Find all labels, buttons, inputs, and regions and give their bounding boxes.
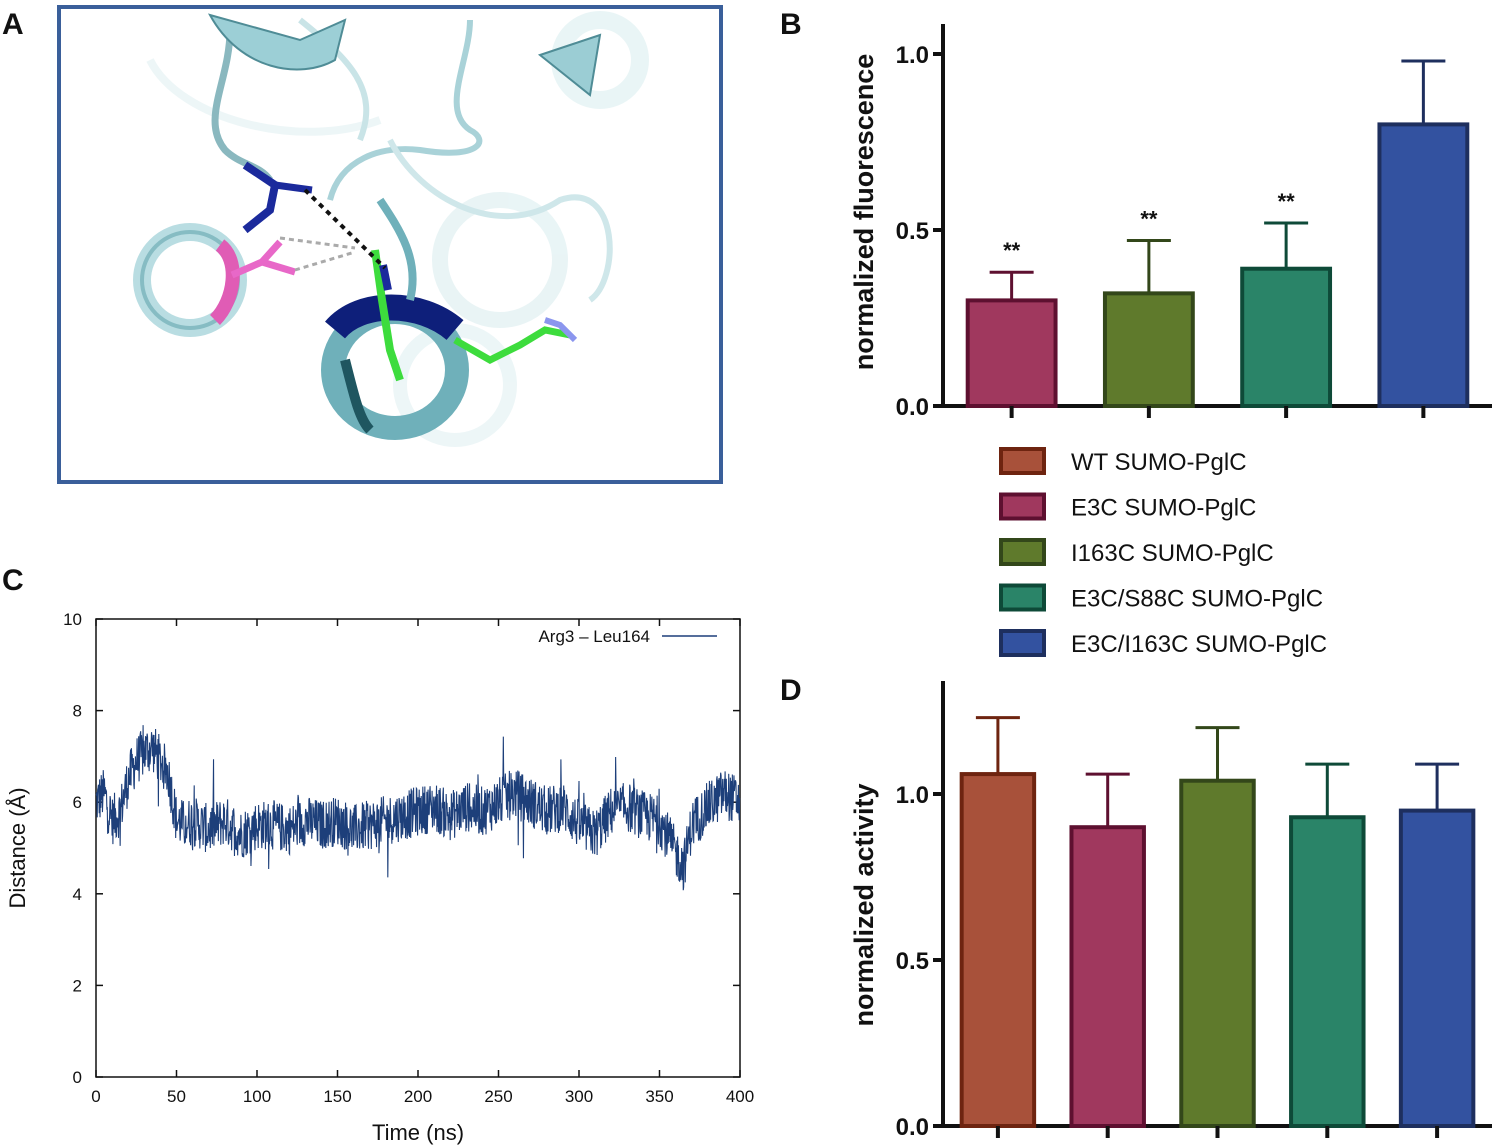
y-tick-label: 4 [73,885,82,904]
legend-swatch [999,583,1046,612]
y-tick-label: 10 [63,610,82,629]
x-tick-label: 150 [323,1087,351,1106]
panel-label-c: C [2,564,24,597]
x-tick-label: 350 [645,1087,673,1106]
y-tick-label: 0.5 [896,218,929,245]
bar-5 [1398,808,1476,1128]
y-tick-label: 0.5 [896,948,929,975]
y-tick-label: 1.0 [896,42,929,69]
loop-2 [327,19,483,201]
green-residue [371,249,404,382]
y-tick-label: 0.0 [896,1114,929,1141]
legend-label: I163C SUMO-PglC [1071,540,1274,567]
significance-label: ** [1278,189,1296,214]
y-tick-label: 2 [73,976,82,995]
legend: WT SUMO-PglC E3C SUMO-PglC I163C SUMO-PglC… [999,447,1327,658]
legend-swatch [999,492,1046,521]
x-tick-label: 250 [484,1087,512,1106]
chart-c-ylabel: Distance (Å) [5,787,30,908]
loop-3 [387,138,613,303]
x-tick-label: 400 [726,1087,754,1106]
legend-label: E3C/I163C SUMO-PglC [1071,631,1327,658]
y-tick-label: 0 [73,1068,82,1087]
chart-c-xlabel: Time (ns) [372,1120,464,1145]
x-tick-label: 100 [243,1087,271,1106]
chart-c-legend-label: Arg3 – Leu164 [538,627,650,646]
x-tick-label: 200 [404,1087,432,1106]
bar-3 [1240,266,1333,408]
chart-c: Distance (Å) Time (ns) 0 50 100 150 200 250 30… [5,610,754,1145]
hbond-lines [279,236,356,272]
y-tick-label: 6 [73,793,82,812]
bar-4 [1377,122,1470,409]
blue-residue [242,161,280,234]
panel-label-b: B [780,8,802,41]
chart-d-ylabel: normalized activity [849,783,879,1026]
bar-2 [1102,291,1195,408]
chart-b: normalized fluorescence 0.0 0.5 1.0 ** ** ** [849,24,1492,421]
legend-label: E3C SUMO-PglC [1071,495,1256,522]
structure-frame [57,5,723,484]
bar-3 [1179,778,1256,1128]
bar-4 [1289,815,1366,1128]
legend-swatch [999,629,1046,657]
bar-1 [959,772,1037,1129]
y-tick-label: 0.0 [896,394,929,421]
structure-ribbons [133,11,649,447]
legend-label: WT SUMO-PglC [1071,449,1247,476]
legend-swatch [999,538,1046,566]
legend-label: E3C/S88C SUMO-PglC [1071,586,1323,613]
chart-b-ylabel: normalized fluorescence [849,54,879,371]
series-line-arg3-leu164 [95,725,741,891]
x-tick-label: 0 [91,1087,100,1106]
top-helix [207,13,347,71]
bar-1 [965,298,1058,408]
y-tick-label: 8 [73,702,82,721]
significance-label: ** [1140,207,1158,232]
panel-label-a: A [2,8,24,41]
x-tick-label: 50 [167,1087,186,1106]
structure-image [57,5,723,484]
significance-label: ** [1003,238,1021,263]
x-tick-label: 300 [565,1087,593,1106]
pink-residue [230,239,297,279]
panel-label-d: D [780,674,802,707]
legend-swatch [999,447,1046,475]
distance-line [303,188,387,270]
chart-d: normalized activity 0.0 0.5 1.0 [849,681,1492,1141]
y-tick-label: 1.0 [896,782,929,809]
bar-2 [1069,825,1146,1128]
